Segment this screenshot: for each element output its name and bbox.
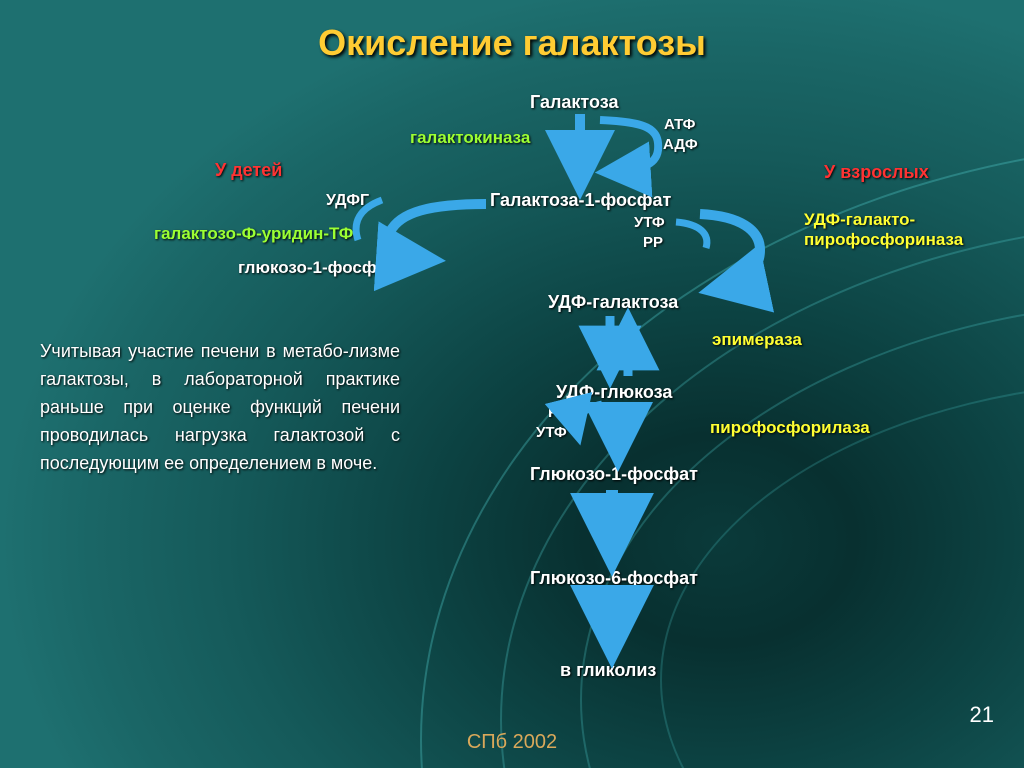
slide-footer: СПб 2002 — [0, 731, 1024, 754]
pathway-arrows — [0, 0, 1024, 768]
page-number: 21 — [970, 702, 994, 728]
